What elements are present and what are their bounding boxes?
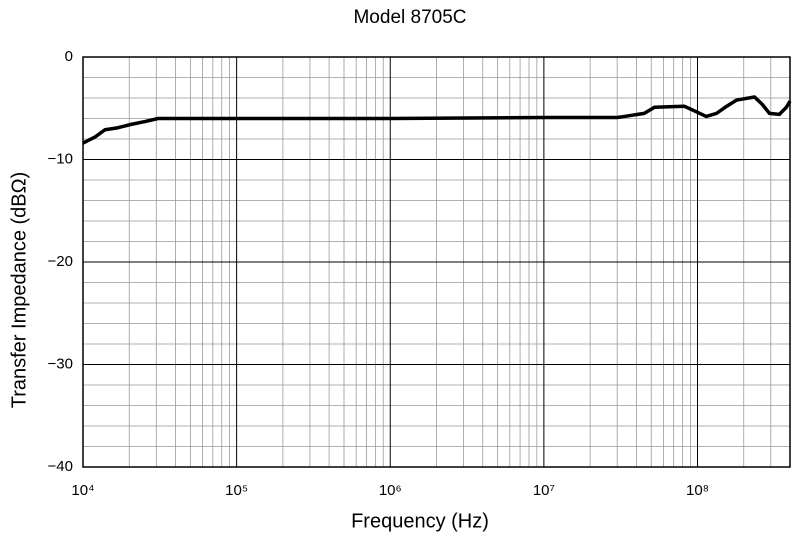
y-axis-label: Transfer Impedance (dBΩ) (8, 172, 30, 409)
x-tick-label: 10⁴ (71, 482, 94, 499)
data-line (82, 95, 792, 145)
x-tick-label: 10⁸ (686, 482, 709, 499)
y-tick-label: 0 (65, 48, 73, 65)
x-tick-label: 10⁵ (225, 482, 248, 499)
chart-title: Model 8705C (353, 7, 466, 28)
y-tick-label: −10 (48, 150, 73, 167)
y-tick-label: −30 (48, 355, 73, 372)
x-tick-label: 10⁶ (379, 482, 402, 499)
plot-frame (82, 56, 791, 468)
x-axis-label: Frequency (Hz) (351, 510, 489, 532)
x-tick-label: 10⁷ (533, 482, 555, 499)
y-tick-label: −20 (48, 253, 73, 270)
y-tick-label: −40 (48, 458, 73, 475)
